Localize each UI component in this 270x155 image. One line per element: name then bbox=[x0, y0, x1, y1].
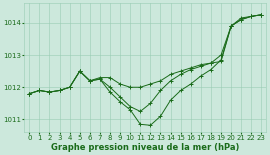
X-axis label: Graphe pression niveau de la mer (hPa): Graphe pression niveau de la mer (hPa) bbox=[51, 143, 239, 152]
